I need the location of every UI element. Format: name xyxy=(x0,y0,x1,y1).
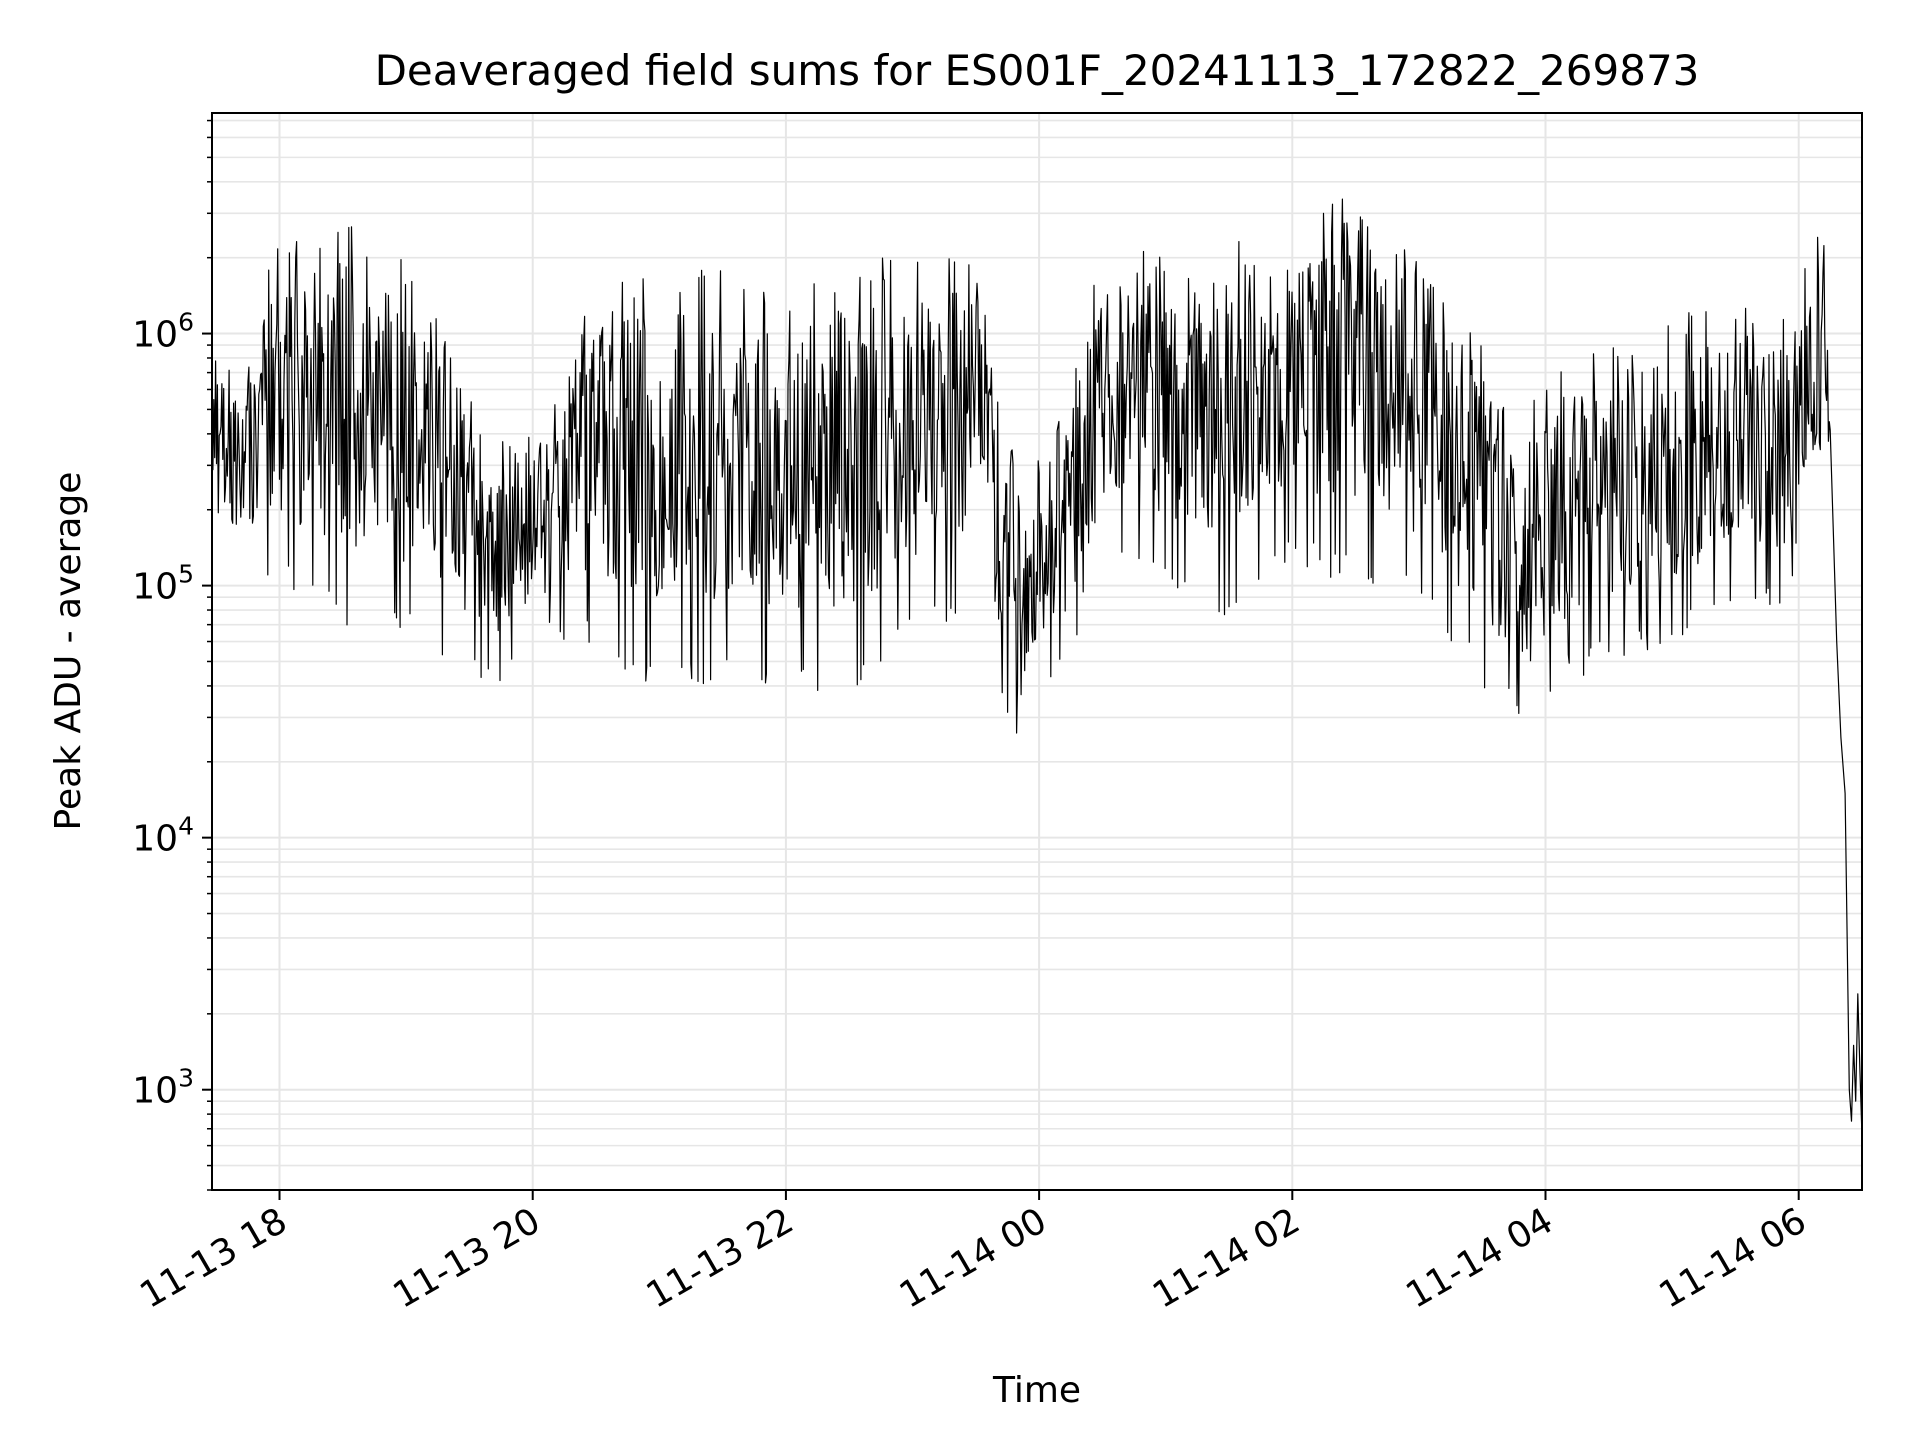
x-axis-label: Time xyxy=(992,1370,1081,1411)
y-tick-label: 103 xyxy=(132,1064,194,1112)
y-axis-label: Peak ADU - average xyxy=(48,472,89,831)
series-layer xyxy=(211,198,1863,1137)
y-tick-label: 104 xyxy=(132,812,194,860)
y-axis: 103 104 105 106 xyxy=(132,119,212,1191)
grid-major xyxy=(212,113,1862,1190)
y-tick-label: 106 xyxy=(132,308,194,356)
chart-title: Deaveraged field sums for ES001F_2024111… xyxy=(375,46,1700,95)
y-tick-label: 105 xyxy=(132,560,194,608)
series-line-0 xyxy=(211,198,1863,1137)
plot-frame xyxy=(211,112,1863,1191)
